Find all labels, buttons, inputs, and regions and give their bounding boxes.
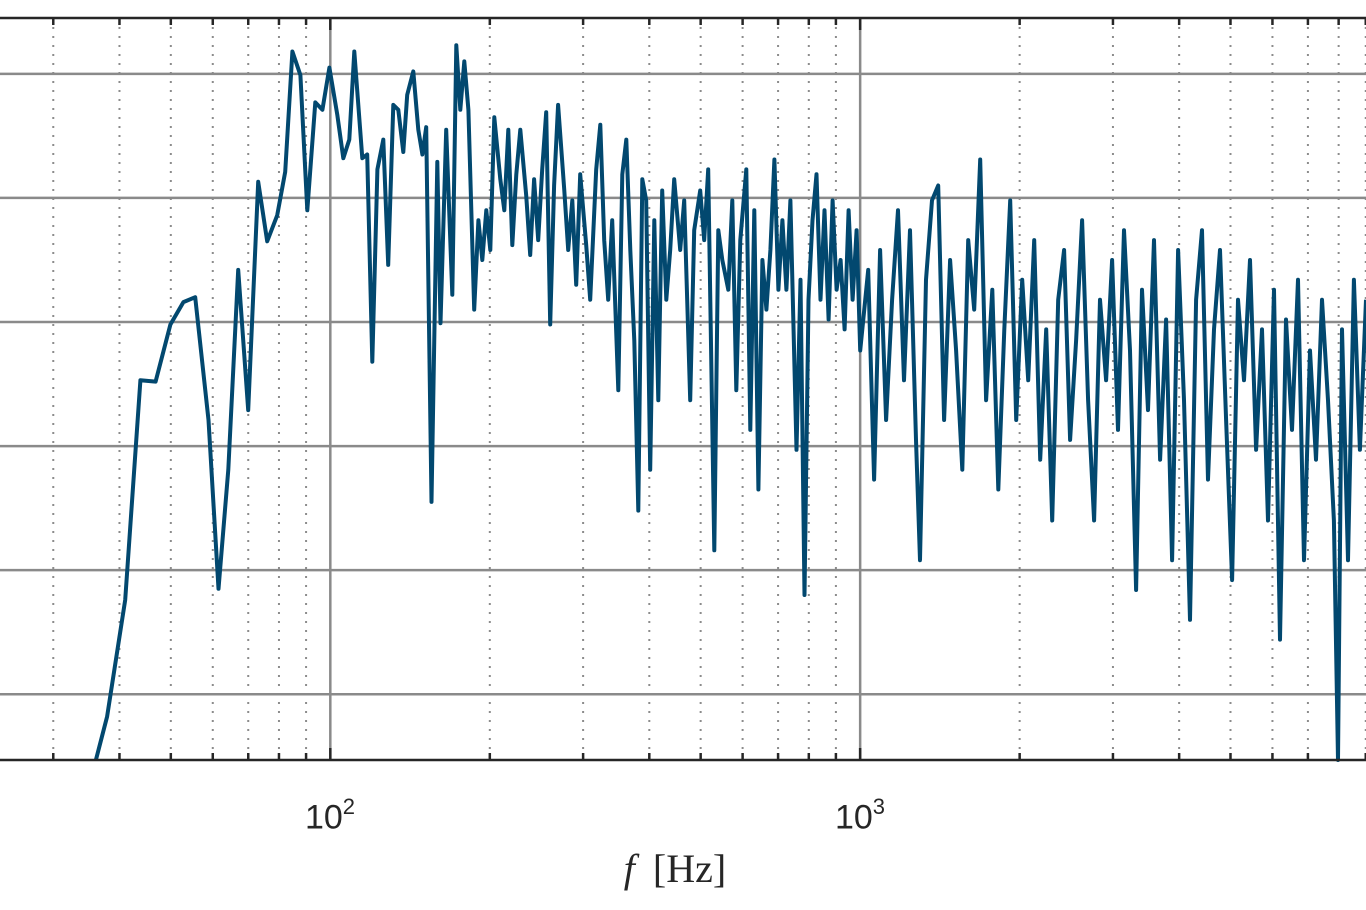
x-tick-label-100: 102 [304,794,356,837]
x-axis-unit: [Hz] [652,846,727,891]
x-axis-variable: f [623,846,635,891]
x-tick-label-1000: 103 [834,794,886,837]
x-axis-label: f [Hz] [624,845,726,892]
series-line [93,43,1366,762]
